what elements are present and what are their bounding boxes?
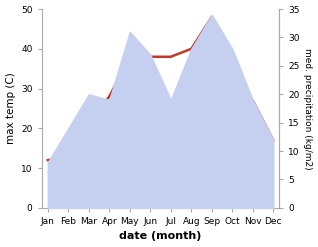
Y-axis label: med. precipitation (kg/m2): med. precipitation (kg/m2)	[303, 48, 313, 169]
X-axis label: date (month): date (month)	[119, 231, 202, 242]
Y-axis label: max temp (C): max temp (C)	[5, 73, 16, 144]
